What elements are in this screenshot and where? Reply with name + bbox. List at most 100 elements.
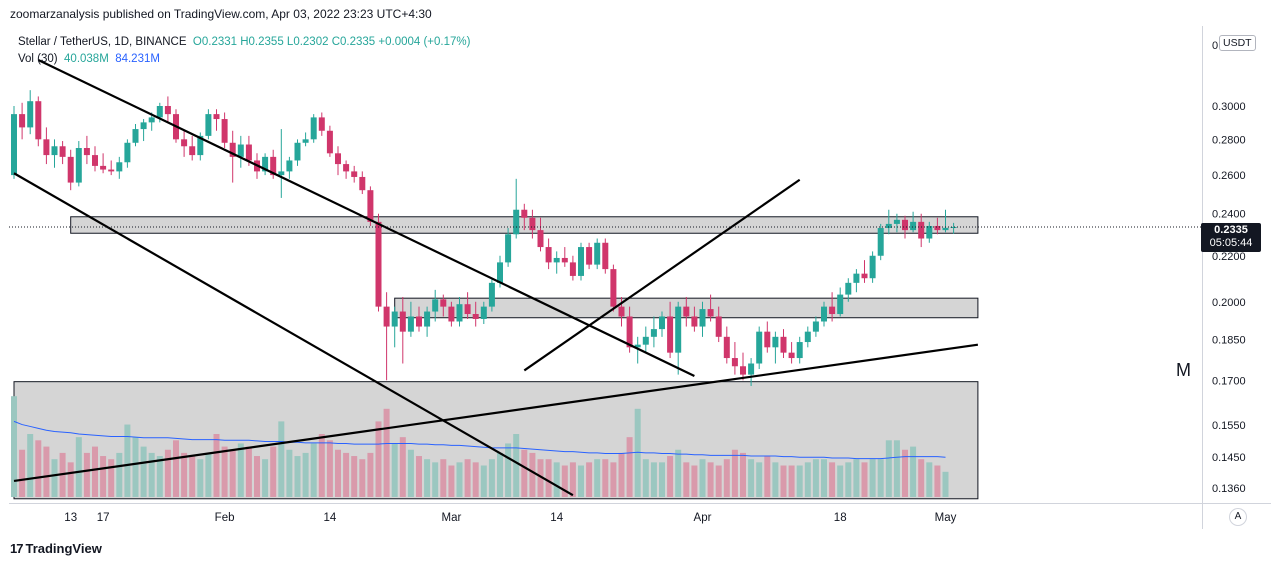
legend-vol-label[interactable]: Vol (30) bbox=[18, 53, 58, 65]
candle-body bbox=[140, 122, 147, 130]
volume-bar bbox=[132, 437, 139, 497]
candle-body bbox=[343, 164, 350, 172]
chart-legend: Stellar / TetherUS, 1D, BINANCE O0.2331 … bbox=[18, 34, 470, 68]
legend-change: +0.0004 (+0.17%) bbox=[378, 36, 471, 48]
volume-bar bbox=[11, 396, 17, 497]
volume-bar bbox=[845, 462, 852, 497]
volume-bar bbox=[205, 452, 212, 497]
price-tick-label: 0.1450 bbox=[1212, 452, 1246, 464]
candle-body bbox=[189, 146, 196, 156]
candle-body bbox=[221, 119, 228, 143]
legend-main-row: Stellar / TetherUS, 1D, BINANCE O0.2331 … bbox=[18, 34, 470, 51]
volume-bar bbox=[699, 459, 706, 497]
candle-body bbox=[67, 156, 74, 183]
candle-body bbox=[650, 329, 657, 337]
volume-bar bbox=[108, 459, 115, 497]
volume-bar bbox=[156, 456, 163, 497]
candle-body bbox=[270, 156, 277, 176]
candle-body bbox=[748, 363, 755, 375]
volume-bar bbox=[610, 462, 617, 497]
candle-body bbox=[181, 139, 188, 147]
candle-body bbox=[51, 146, 58, 156]
candle-body bbox=[926, 225, 933, 239]
candle-body bbox=[205, 114, 212, 136]
candle-body bbox=[626, 316, 633, 348]
candle-body bbox=[553, 257, 560, 263]
candle-body bbox=[812, 321, 819, 332]
price-tick-label: 0.1700 bbox=[1212, 375, 1246, 387]
volume-bar bbox=[35, 440, 42, 497]
candle-body bbox=[302, 139, 309, 143]
trendline-2[interactable] bbox=[13, 343, 979, 483]
volume-bar bbox=[335, 449, 341, 497]
volume-bar bbox=[181, 452, 188, 497]
candle-body bbox=[902, 219, 908, 231]
candle-body bbox=[723, 336, 730, 359]
candle-body bbox=[910, 221, 917, 231]
volume-bar bbox=[804, 462, 811, 497]
volume-bar bbox=[748, 459, 755, 497]
time-tick-label: 14 bbox=[550, 512, 563, 524]
volume-bar bbox=[772, 462, 779, 497]
price-tick-label: 0.1360 bbox=[1212, 483, 1246, 495]
candle-body bbox=[156, 106, 163, 118]
candle-body bbox=[772, 336, 779, 348]
volume-bar bbox=[407, 449, 414, 497]
legend-symbol[interactable]: Stellar / TetherUS, 1D, BINANCE bbox=[18, 36, 187, 48]
volume-bar bbox=[715, 465, 722, 497]
candle-body bbox=[845, 282, 852, 295]
time-tick-label: Apr bbox=[694, 512, 712, 524]
currency-unit-badge[interactable]: USDT bbox=[1219, 35, 1256, 51]
volume-bar bbox=[650, 462, 657, 497]
legend-vol-ma: 84.231M bbox=[115, 53, 160, 65]
volume-bar bbox=[910, 446, 917, 497]
candle-body bbox=[837, 294, 844, 315]
candle-body bbox=[92, 155, 98, 166]
candle-body bbox=[691, 316, 698, 327]
candle-body bbox=[731, 358, 738, 367]
candle-body bbox=[213, 114, 220, 120]
candle-body bbox=[513, 209, 520, 235]
volume-bar bbox=[262, 459, 269, 497]
candle-body bbox=[148, 117, 155, 123]
trendline-1[interactable] bbox=[13, 172, 574, 497]
volume-bar bbox=[448, 465, 455, 497]
volume-bar bbox=[537, 459, 544, 497]
volume-bar bbox=[237, 443, 244, 497]
volume-bar bbox=[189, 456, 196, 497]
tradingview-brand[interactable]: 17 TradingView bbox=[10, 541, 102, 556]
candle-body bbox=[659, 316, 665, 330]
volume-bar bbox=[667, 456, 674, 497]
volume-bar bbox=[497, 452, 503, 497]
candle-body bbox=[432, 299, 439, 312]
candle-body bbox=[918, 221, 925, 239]
candle-body bbox=[359, 176, 366, 191]
chart-frame: 0.3000 0.2800 0.2600 0.2400 0.2200 0.2000 0.18… bbox=[9, 26, 1271, 529]
volume-bar bbox=[383, 408, 390, 497]
volume-bar bbox=[902, 449, 908, 497]
candle-body bbox=[618, 306, 625, 317]
volume-bar bbox=[634, 408, 641, 497]
candle-body bbox=[399, 311, 406, 332]
candle-countdown: 05:05:44 bbox=[1209, 237, 1253, 249]
tradingview-logo-icon: 17 bbox=[10, 541, 24, 556]
volume-bar bbox=[432, 462, 439, 497]
time-tick-label: May bbox=[935, 512, 957, 524]
time-tick-label: 18 bbox=[834, 512, 847, 524]
trendline-0[interactable] bbox=[37, 58, 695, 378]
volume-bar bbox=[618, 452, 625, 497]
candle-body bbox=[27, 101, 34, 128]
volume-bar bbox=[19, 449, 26, 497]
candle-body bbox=[108, 169, 115, 172]
volume-bar bbox=[545, 459, 552, 497]
auto-scale-button[interactable]: A bbox=[1229, 508, 1247, 526]
candle-body bbox=[675, 306, 682, 353]
legend-vol-value: 40.038M bbox=[64, 53, 109, 65]
candlestick-chart[interactable]: 0.3000 0.2800 0.2600 0.2400 0.2200 0.2000 0.18… bbox=[9, 26, 1271, 529]
trendline-3[interactable] bbox=[523, 178, 801, 372]
volume-bar bbox=[723, 459, 730, 497]
candle-body bbox=[391, 311, 398, 327]
candle-body bbox=[578, 247, 584, 276]
candle-body bbox=[804, 331, 811, 343]
time-tick-label: Feb bbox=[215, 512, 235, 524]
